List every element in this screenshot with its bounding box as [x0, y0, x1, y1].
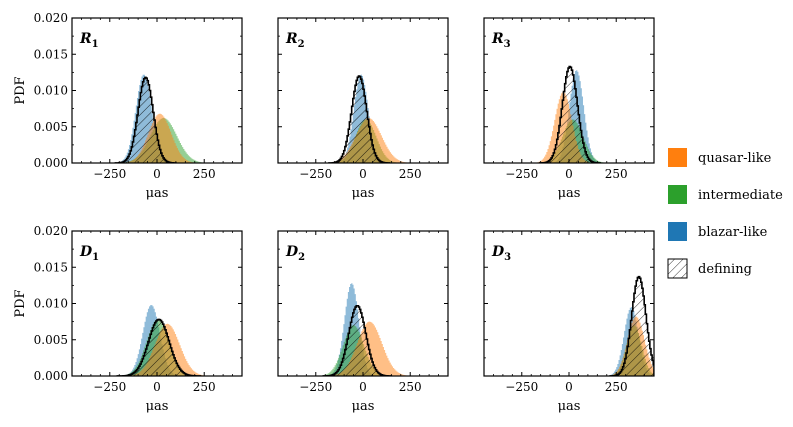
x-axis-label: μas — [352, 186, 375, 201]
panel-label-subscript: 2 — [298, 39, 305, 50]
plot-area — [602, 275, 654, 376]
panel-label-subscript: 3 — [504, 252, 511, 263]
defining-histogram-hatch — [323, 305, 392, 376]
panel-D1: −250 0 250 0.000 0.005 0.010 0.015 0.020 μas PDF D… — [13, 224, 243, 414]
x-tick-label: 250 — [193, 167, 216, 181]
y-tick-label: 0.000 — [34, 156, 68, 170]
panel-label-subscript: 1 — [92, 39, 99, 50]
legend-swatch — [668, 185, 687, 204]
panel-label-subscript: 1 — [92, 252, 99, 263]
x-axis-label: μas — [352, 399, 375, 414]
y-tick-label: 0.010 — [34, 297, 68, 311]
panel-label: D3 — [491, 244, 511, 263]
panel-R3: −250 0 250 μas R3 — [483, 17, 655, 201]
y-axis-label: PDF — [13, 76, 28, 104]
panel-label: R2 — [285, 31, 305, 50]
x-tick-label: 0 — [153, 167, 161, 181]
x-tick-label: 0 — [565, 167, 573, 181]
legend-label: quasar-like — [698, 151, 772, 166]
x-tick-label: 250 — [193, 380, 216, 394]
panel-label: R1 — [79, 31, 99, 50]
panel-R2: −250 0 250 μas R2 — [277, 17, 449, 201]
legend-swatch — [668, 148, 687, 167]
x-tick-label: −250 — [93, 380, 126, 394]
x-axis-label: μas — [146, 186, 169, 201]
plot-area — [317, 74, 421, 163]
x-axis-label: μas — [558, 399, 581, 414]
x-tick-label: −250 — [299, 167, 332, 181]
x-tick-label: 250 — [605, 380, 628, 394]
defining-histogram-hatch — [117, 319, 201, 376]
plot-area — [312, 283, 419, 376]
panel-D2: −250 0 250 μas D2 — [277, 230, 449, 414]
plot-area — [529, 65, 615, 163]
x-tick-label: 250 — [399, 380, 422, 394]
plot-area — [110, 74, 217, 163]
panel-label-subscript: 3 — [504, 39, 511, 50]
defining-histogram-outline — [609, 275, 654, 376]
x-tick-label: 250 — [399, 167, 422, 181]
panel-grid: −250 0 250 0.000 0.005 0.010 0.015 0.020 μas PDF R… — [13, 11, 655, 414]
legend: quasar-like intermediate blazar-like defini… — [667, 148, 783, 279]
defining-histogram-outline — [116, 318, 202, 376]
legend-label: blazar-like — [698, 225, 768, 240]
defining-histogram-outline — [538, 65, 601, 163]
legend-label: defining — [698, 262, 752, 277]
x-tick-label: −250 — [299, 380, 332, 394]
y-tick-label: 0.000 — [34, 369, 68, 383]
y-tick-label: 0.005 — [34, 120, 68, 134]
plot-area — [112, 305, 217, 376]
legend-item-intermediate: intermediate — [668, 185, 783, 204]
panel-label: D2 — [285, 244, 305, 263]
panel-D3: −250 0 250 μas D3 — [483, 230, 655, 414]
legend-label: intermediate — [698, 188, 783, 203]
legend-item-blazar: blazar-like — [668, 222, 768, 241]
x-axis-label: μas — [146, 399, 169, 414]
defining-histogram-outline — [328, 75, 391, 163]
defining-histogram-hatch — [329, 76, 390, 163]
y-tick-label: 0.020 — [34, 11, 68, 25]
panel-R1: −250 0 250 0.000 0.005 0.010 0.015 0.020 μas PDF R… — [13, 11, 243, 201]
panel-label: D1 — [79, 244, 99, 263]
y-axis-label: PDF — [13, 289, 28, 317]
legend-item-quasar: quasar-like — [668, 148, 772, 167]
x-tick-label: 0 — [153, 380, 161, 394]
y-tick-label: 0.005 — [34, 333, 68, 347]
y-tick-label: 0.015 — [34, 47, 68, 61]
legend-swatch — [668, 222, 687, 241]
legend-item-defining: defining — [667, 258, 752, 279]
legend-swatch — [667, 258, 688, 279]
x-tick-label: 250 — [605, 167, 628, 181]
x-tick-label: −250 — [505, 167, 538, 181]
panel-label-subscript: 2 — [298, 252, 305, 263]
defining-histogram-hatch — [115, 77, 176, 163]
quasar-histogram — [114, 113, 206, 163]
x-axis-label: μas — [558, 186, 581, 201]
x-tick-label: −250 — [505, 380, 538, 394]
y-tick-label: 0.015 — [34, 260, 68, 274]
x-tick-label: −250 — [93, 167, 126, 181]
x-tick-label: 0 — [359, 380, 367, 394]
defining-histogram-hatch — [610, 276, 654, 376]
panel-label: R3 — [491, 31, 511, 50]
defining-histogram-hatch — [539, 66, 601, 163]
x-tick-label: 0 — [359, 167, 367, 181]
y-tick-label: 0.020 — [34, 224, 68, 238]
x-tick-label: 0 — [565, 380, 573, 394]
y-tick-label: 0.010 — [34, 84, 68, 98]
